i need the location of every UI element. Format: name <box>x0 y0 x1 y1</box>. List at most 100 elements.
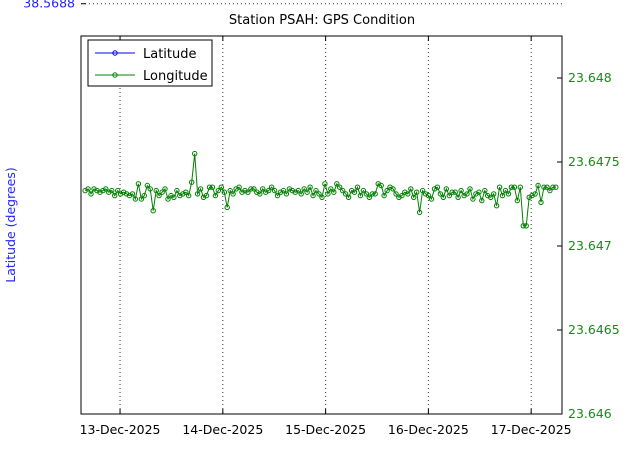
longitude-point <box>482 187 488 194</box>
longitude-point <box>109 187 115 194</box>
y-right-tick-label: 23.6475 <box>568 154 620 169</box>
longitude-point <box>274 192 281 199</box>
series-layer <box>82 150 559 229</box>
y-right-tick-label: 23.646 <box>568 406 612 421</box>
y-left-tick-label: 38.5688 <box>23 0 75 11</box>
longitude-point <box>162 186 168 192</box>
longitude-point <box>538 199 544 206</box>
y-axis-label: Latitude (degrees) <box>3 167 18 283</box>
longitude-point <box>283 191 290 197</box>
longitude-point <box>337 184 343 190</box>
longitude-point <box>301 186 307 192</box>
longitude-point <box>354 184 361 190</box>
longitude-point <box>532 191 538 197</box>
legend: Latitude Longitude <box>87 39 213 87</box>
longitude-point <box>280 187 287 194</box>
longitude-point <box>174 187 180 194</box>
longitude-point <box>381 192 387 199</box>
longitude-point <box>103 186 109 192</box>
longitude-point <box>476 189 482 195</box>
longitude-point <box>425 192 432 199</box>
longitude-point <box>144 182 151 189</box>
longitude-point <box>446 192 452 199</box>
longitude-point <box>159 189 165 195</box>
longitude-point <box>183 189 189 195</box>
x-tick-label: 17-Dec-2025 <box>491 422 572 437</box>
longitude-point <box>150 208 156 214</box>
chart-title: Station PSAH: GPS Condition <box>229 13 415 28</box>
longitude-point <box>307 184 313 190</box>
longitude-point <box>218 184 225 190</box>
longitude-point <box>508 184 515 190</box>
longitude-point <box>227 187 233 194</box>
longitude-point <box>192 150 198 157</box>
longitude-point <box>544 184 550 190</box>
longitude-point <box>411 194 417 201</box>
longitude-point <box>399 192 405 199</box>
longitude-point <box>363 191 370 197</box>
longitude-point <box>242 187 248 194</box>
longitude-point <box>366 194 372 201</box>
longitude-point <box>437 191 444 197</box>
longitude-point <box>112 192 118 199</box>
longitude-point <box>434 184 441 190</box>
longitude-point <box>203 192 210 199</box>
longitude-point <box>316 191 322 197</box>
longitude-point <box>514 197 520 204</box>
longitude-point <box>479 197 485 204</box>
longitude-point <box>135 181 142 187</box>
longitude-point <box>153 187 159 194</box>
longitude-point <box>138 196 145 202</box>
longitude-line <box>84 153 556 227</box>
longitude-point <box>189 179 195 185</box>
longitude-point <box>502 187 509 194</box>
longitude-point <box>520 223 526 229</box>
longitude-point <box>304 189 310 195</box>
longitude-point <box>319 194 325 201</box>
longitude-point <box>295 187 301 194</box>
x-tick-label: 15-Dec-2025 <box>285 422 366 437</box>
longitude-point <box>523 223 529 229</box>
longitude-point <box>334 181 340 187</box>
longitude-point <box>322 181 328 187</box>
longitude-point <box>443 186 449 192</box>
longitude-point <box>348 187 355 194</box>
legend-swatch-marker <box>112 72 118 78</box>
longitude-point <box>132 196 139 202</box>
longitude-point <box>215 187 222 194</box>
legend-swatch-marker <box>112 50 118 56</box>
longitude-point <box>553 184 559 190</box>
longitude-point <box>345 194 352 201</box>
longitude-point <box>384 187 390 194</box>
longitude-point <box>165 196 171 202</box>
longitude-point <box>186 192 192 199</box>
legend-label-latitude: Latitude <box>143 47 197 62</box>
longitude-point <box>194 191 201 197</box>
longitude-point <box>416 209 423 216</box>
longitude-point <box>496 184 503 190</box>
legend-box <box>87 39 213 87</box>
longitude-point <box>224 204 230 211</box>
longitude-point <box>94 187 100 194</box>
longitude-point <box>491 191 497 197</box>
longitude-point <box>221 189 228 195</box>
longitude-point <box>340 187 346 194</box>
longitude-point <box>408 186 414 192</box>
longitude-point <box>88 191 94 197</box>
longitude-point <box>266 187 272 194</box>
longitude-point <box>141 192 148 199</box>
longitude-point <box>248 186 254 192</box>
longitude-point <box>328 186 334 192</box>
longitude-point <box>171 194 177 201</box>
longitude-point <box>511 184 518 190</box>
y-right-tick-label: 23.648 <box>568 70 612 85</box>
longitude-point <box>428 196 435 202</box>
longitude-point <box>440 194 446 201</box>
longitude-point <box>147 186 153 192</box>
longitude-point <box>206 184 213 190</box>
longitude-point <box>129 191 136 197</box>
longitude-point <box>455 194 461 201</box>
longitude-point <box>419 187 426 194</box>
y-right-tick-label: 23.647 <box>568 238 612 253</box>
longitude-point <box>310 192 316 199</box>
